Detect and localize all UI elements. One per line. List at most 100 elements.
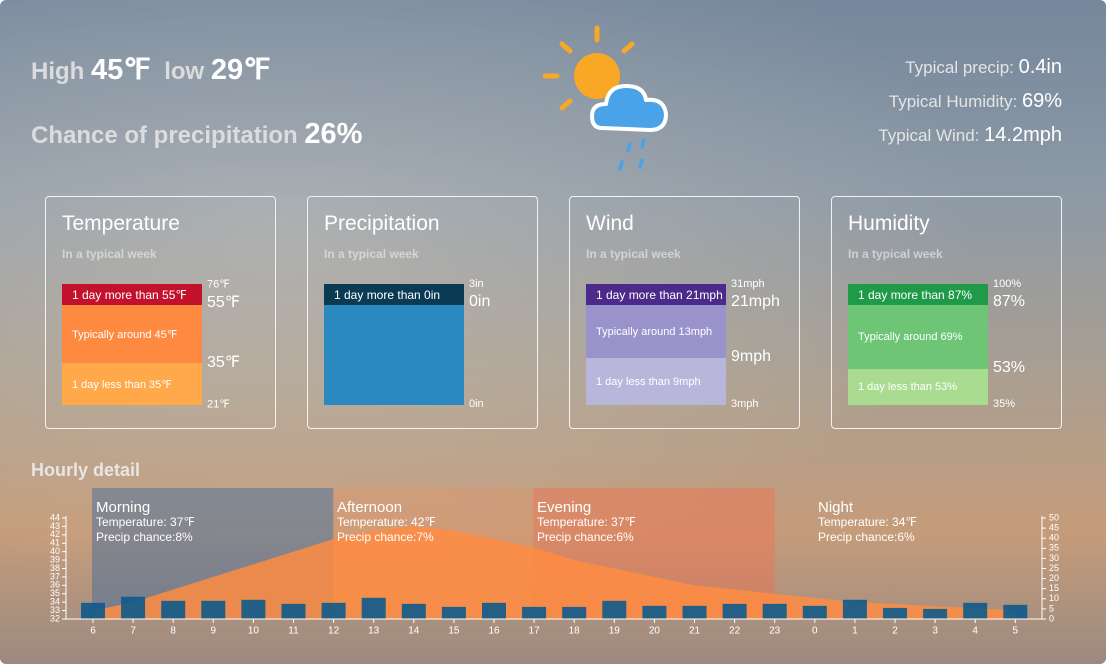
- stat-card: Humidity In a typical week 1 day more than…: [831, 196, 1062, 429]
- x-tick-label: 6: [90, 626, 96, 637]
- y2-tick-label: 30: [1049, 553, 1059, 563]
- y2-tick-label: 5: [1049, 603, 1054, 613]
- scale-label: 21mph: [731, 293, 780, 310]
- scale-label: 0in: [469, 398, 484, 410]
- range-segment: Typically around 69%: [848, 305, 988, 369]
- y2-tick-label: 0: [1049, 613, 1054, 623]
- y2-tick-label: 50: [1049, 512, 1059, 522]
- precip-bar: [722, 603, 747, 619]
- typical-row: Typical Humidity: 69%: [889, 90, 1062, 113]
- low-label: low: [164, 58, 205, 85]
- period-precip: Precip chance:6%: [818, 530, 915, 544]
- precip-bar: [482, 602, 506, 619]
- y-tick-label: 42: [50, 529, 60, 539]
- high-low: High 45℉ low 29℉: [31, 52, 271, 87]
- x-tick-label: 8: [170, 626, 176, 637]
- x-tick-label: 15: [448, 626, 460, 637]
- high-value: 45℉: [91, 54, 151, 86]
- typical-value: 0.4in: [1018, 56, 1062, 78]
- period-precip: Precip chance:8%: [96, 530, 193, 544]
- scale-label: 9mph: [731, 348, 772, 365]
- card-subtitle: In a typical week: [848, 247, 943, 261]
- range-segment: 1 day more than 21mph: [586, 284, 726, 305]
- period-precip: Precip chance:6%: [537, 530, 634, 544]
- scale-label: 31mph: [731, 278, 765, 290]
- precip-label: Chance of precipitation: [31, 122, 298, 149]
- x-tick-label: 5: [1013, 626, 1019, 637]
- period-temperature: Temperature: 37℉: [537, 515, 636, 529]
- card-subtitle: In a typical week: [586, 247, 681, 261]
- scale-label: 0in: [469, 293, 491, 310]
- typical-row: Typical Wind: 14.2mph: [878, 124, 1062, 147]
- x-tick-label: 7: [130, 626, 136, 637]
- y2-tick-label: 25: [1049, 563, 1059, 573]
- precip-bar: [361, 597, 386, 619]
- y2-tick-label: 40: [1049, 533, 1059, 543]
- precip-chance: Chance of precipitation 26%: [31, 118, 362, 151]
- typical-value: 14.2mph: [984, 124, 1062, 146]
- range-segment: 1 day less than 9mph: [586, 358, 726, 405]
- scale-label: 100%: [993, 278, 1022, 290]
- typical-label: Typical Humidity:: [888, 92, 1018, 111]
- card-title: Wind: [586, 212, 634, 235]
- period-name: Morning: [96, 499, 150, 516]
- x-tick-label: 22: [729, 626, 741, 637]
- x-tick-label: 17: [529, 626, 541, 637]
- precip-bar: [802, 605, 827, 619]
- range-segment: Typically around 13mph: [586, 305, 726, 358]
- period-precip: Precip chance:7%: [337, 530, 434, 544]
- precip-bar: [81, 602, 105, 619]
- scale-label: 35℉: [207, 354, 241, 371]
- scale-label: 35%: [993, 398, 1016, 410]
- stat-card: Temperature In a typical week 1 day more t…: [45, 196, 276, 429]
- x-tick-label: 14: [408, 626, 420, 637]
- y-tick-label: 38: [50, 563, 60, 573]
- y-tick-label: 41: [50, 538, 60, 548]
- precip-bar: [241, 599, 266, 619]
- x-tick-label: 3: [932, 626, 938, 637]
- precip-bar: [161, 600, 186, 619]
- range-segment: 1 day more than 55℉: [62, 284, 202, 305]
- y2-tick-label: 20: [1049, 573, 1059, 583]
- x-tick-label: 12: [328, 626, 340, 637]
- precip-bar: [441, 606, 466, 619]
- precip-bar: [121, 596, 146, 619]
- typical-row: Typical precip: 0.4in: [905, 56, 1062, 79]
- card-title: Humidity: [848, 212, 930, 235]
- x-tick-label: 19: [609, 626, 621, 637]
- card-title: Temperature: [62, 212, 180, 235]
- x-tick-label: 11: [288, 626, 299, 637]
- x-tick-label: 20: [649, 626, 661, 637]
- period-temperature: Temperature: 37℉: [96, 515, 195, 529]
- y2-tick-label: 35: [1049, 543, 1059, 553]
- x-tick-label: 4: [972, 626, 978, 637]
- scale-label: 3in: [469, 278, 484, 290]
- y-tick-label: 36: [50, 580, 60, 590]
- range-segment: [324, 305, 464, 405]
- y-tick-label: 39: [50, 554, 60, 564]
- stat-card: Precipitation In a typical week 1 day more…: [307, 196, 538, 429]
- scale-label: 3mph: [731, 398, 759, 410]
- x-tick-label: 23: [769, 626, 781, 637]
- y-tick-label: 40: [50, 546, 60, 556]
- y2-tick-label: 10: [1049, 593, 1059, 603]
- hourly-chart: 3233343536373839404142434405101520253035…: [50, 488, 1059, 637]
- y2-tick-label: 15: [1049, 583, 1059, 593]
- typical-label: Typical precip:: [905, 58, 1014, 77]
- temperature-area: [93, 526, 1016, 619]
- y-tick-label: 32: [50, 613, 60, 623]
- precip-bar: [201, 600, 226, 619]
- period-name: Afternoon: [337, 499, 402, 516]
- precip-bar: [401, 603, 426, 619]
- precip-bar: [883, 607, 907, 619]
- y-tick-label: 35: [50, 588, 60, 598]
- y2-tick-label: 45: [1049, 522, 1059, 532]
- x-tick-label: 9: [211, 626, 217, 637]
- card-title: Precipitation: [324, 212, 440, 235]
- range-segment: 1 day more than 0in: [324, 284, 464, 305]
- precip-bar: [842, 599, 867, 619]
- hourly-title: Hourly detail: [31, 460, 141, 480]
- precip-bar: [602, 600, 627, 619]
- scale-label: 55℉: [207, 294, 241, 311]
- precip-bar: [522, 606, 547, 619]
